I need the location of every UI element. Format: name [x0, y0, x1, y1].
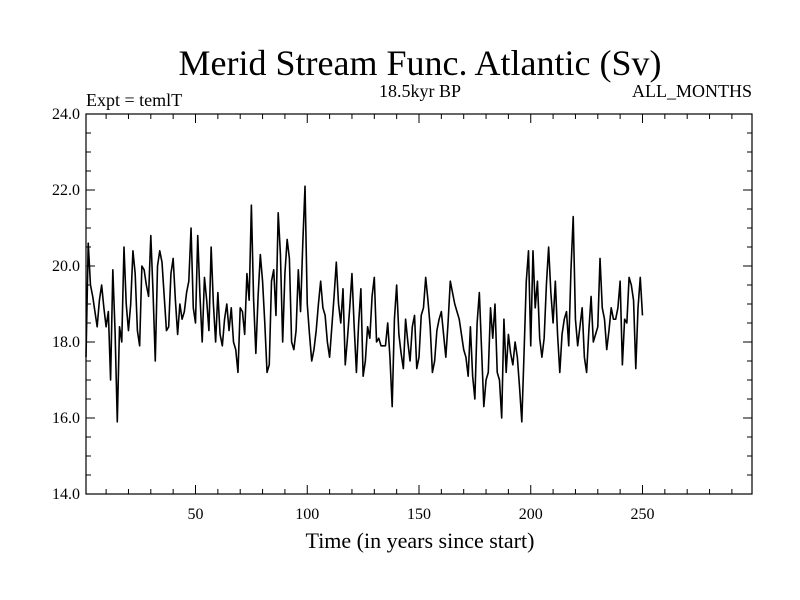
series-layer [85, 185, 644, 423]
subtitle-left: Expt = temlT [86, 90, 182, 110]
y-tick-label: 22.0 [52, 182, 80, 199]
y-tick-label: 18.0 [52, 334, 80, 351]
x-tick-label: 200 [519, 506, 543, 523]
y-tick-label: 24.0 [52, 106, 80, 123]
subtitle-center: 18.5kyr BP [379, 81, 461, 101]
y-tick-label: 16.0 [52, 410, 80, 427]
y-axis: 14.0 16.0 18.0 20.0 22.0 24.0 [52, 106, 752, 503]
series-line-0 [85, 185, 644, 423]
x-tick-label: 150 [407, 506, 431, 523]
subtitle-right: ALL_MONTHS [632, 81, 752, 101]
x-axis-label: Time (in years since start) [306, 528, 535, 553]
x-tick-label: 100 [295, 506, 319, 523]
x-tick-label: 250 [630, 506, 654, 523]
x-axis: 50 100 150 200 250 [105, 114, 733, 523]
y-tick-label: 14.0 [52, 486, 80, 503]
y-tick-label: 20.0 [52, 258, 80, 275]
chart-title: Merid Stream Func. Atlantic (Sv) [179, 43, 662, 83]
x-tick-label: 50 [188, 506, 204, 523]
